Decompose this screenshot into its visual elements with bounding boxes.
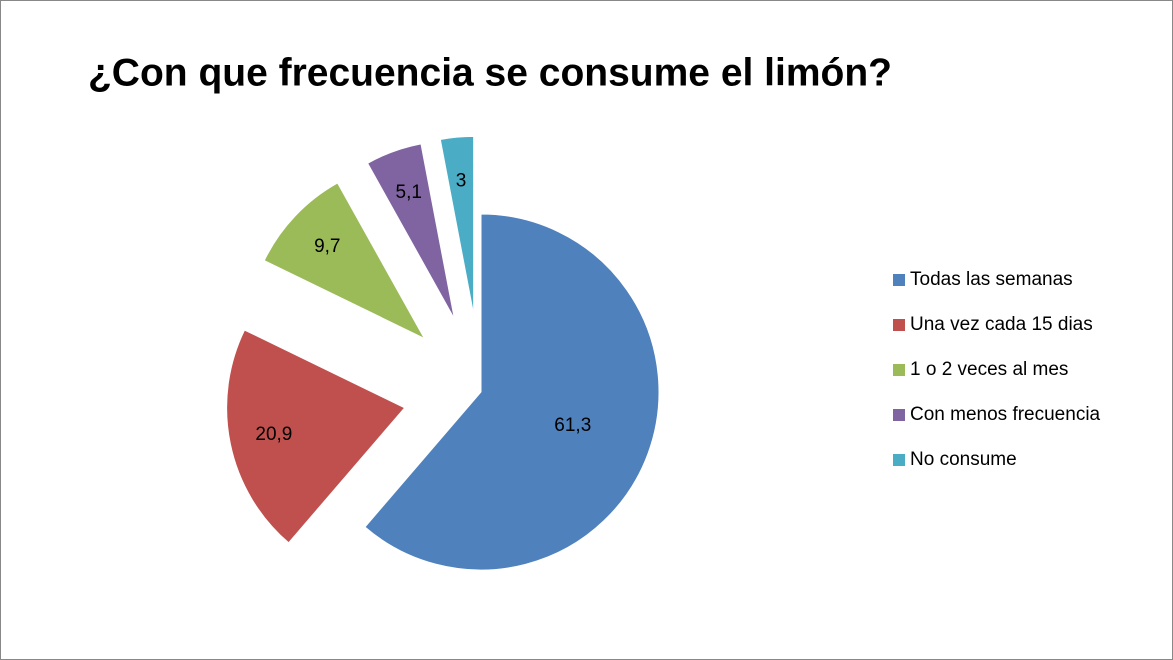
data-label: 3: [456, 170, 467, 191]
legend-swatch: [893, 319, 905, 331]
legend-swatch: [893, 274, 905, 286]
data-label: 61,3: [554, 415, 591, 436]
legend-label: No consume: [910, 449, 1017, 470]
pie-slice: [263, 182, 426, 340]
data-label: 9,7: [314, 236, 340, 257]
legend-label: Una vez cada 15 dias: [910, 314, 1093, 335]
pie-slice: [366, 143, 455, 319]
pie-slice: [226, 329, 406, 544]
legend-label: Con menos frecuencia: [910, 404, 1101, 425]
legend-swatch: [893, 364, 905, 376]
legend-label: Todas las semanas: [910, 269, 1073, 290]
legend-label: 1 o 2 veces al mes: [910, 359, 1068, 380]
data-label: 20,9: [255, 424, 292, 445]
pie-slice: [439, 135, 475, 315]
data-label: 5,1: [396, 182, 422, 203]
legend-swatch: [893, 454, 905, 466]
pie-slice: [364, 213, 660, 571]
legend-swatch: [893, 409, 905, 421]
chart-title: ¿Con que frecuencia se consume el limón?: [88, 51, 892, 94]
